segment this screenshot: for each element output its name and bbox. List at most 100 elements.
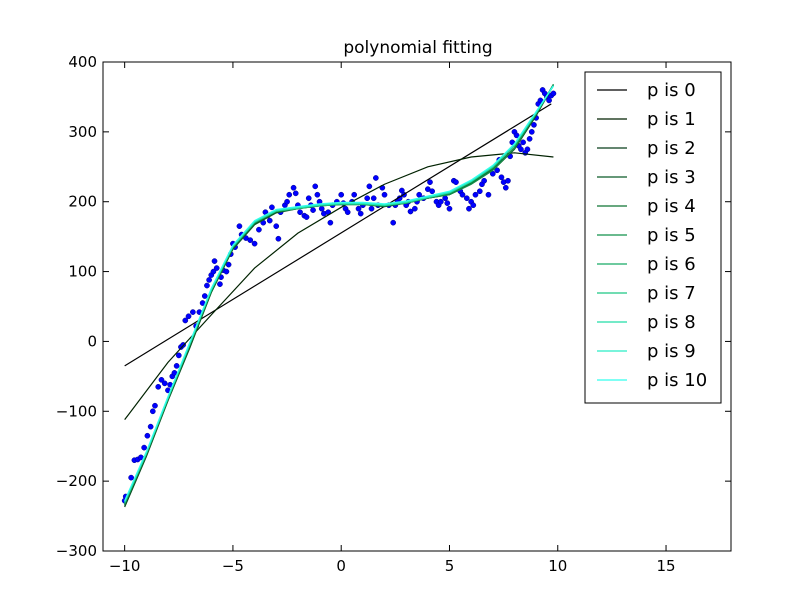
- scatter-point: [211, 258, 218, 264]
- scatter-point: [305, 195, 312, 202]
- scatter-point: [251, 240, 258, 247]
- scatter-point: [526, 135, 533, 142]
- x-tick-label: 10: [548, 557, 567, 575]
- scatter-point: [370, 195, 377, 202]
- scatter-points: [121, 87, 557, 504]
- scatter-point: [481, 177, 487, 184]
- scatter-point: [446, 205, 453, 212]
- scatter-point: [161, 380, 168, 387]
- scatter-point: [152, 402, 158, 409]
- scatter-point: [144, 432, 151, 439]
- legend-label: p is 7: [647, 283, 696, 304]
- scatter-point: [476, 188, 483, 195]
- scatter-point: [141, 444, 147, 451]
- scatter-point: [286, 191, 293, 198]
- scatter-point: [128, 474, 135, 481]
- scatter-point: [204, 282, 210, 289]
- scatter-point: [269, 204, 275, 211]
- legend-label: p is 6: [647, 254, 696, 275]
- fit-line-p10: [124, 85, 554, 501]
- legend-label: p is 0: [647, 80, 696, 101]
- scatter-point: [338, 191, 345, 198]
- legend-label: p is 8: [647, 312, 696, 333]
- legend: p is 0 p is 1 p is 2 p is 3 p is 4 p is 5 p is…: [584, 71, 722, 404]
- scatter-point: [310, 207, 316, 213]
- scatter-point: [185, 313, 192, 320]
- scatter-point: [314, 191, 321, 198]
- plot-area: [121, 84, 557, 508]
- scatter-point: [518, 146, 524, 153]
- scatter-point: [213, 265, 220, 271]
- scatter-point: [225, 261, 232, 268]
- scatter-point: [489, 170, 496, 177]
- scatter-point: [206, 277, 212, 283]
- scatter-point: [158, 377, 165, 383]
- scatter-point: [266, 217, 273, 224]
- scatter-point: [256, 226, 262, 233]
- y-tick-label: 300: [68, 123, 97, 141]
- scatter-point: [485, 191, 492, 198]
- scatter-point: [502, 184, 509, 191]
- legend-label: p is 1: [647, 109, 696, 130]
- scatter-point: [236, 223, 243, 230]
- scatter-point: [366, 183, 373, 190]
- scatter-point: [147, 423, 154, 430]
- fit-line-p3: [124, 84, 554, 506]
- scatter-point: [427, 179, 433, 186]
- legend-label: p is 10: [647, 370, 707, 391]
- legend-label: p is 3: [647, 167, 696, 188]
- scatter-point: [173, 363, 180, 369]
- scatter-point: [149, 408, 156, 415]
- legend-label: p is 9: [647, 341, 696, 362]
- scatter-point: [190, 309, 196, 315]
- scatter-point: [327, 219, 334, 226]
- scatter-point: [470, 202, 477, 209]
- scatter-point: [201, 293, 208, 299]
- scatter-point: [550, 90, 557, 97]
- chart-title: polynomial fitting: [343, 38, 492, 58]
- scatter-point: [297, 209, 303, 216]
- y-tick-label: −100: [56, 402, 97, 420]
- scatter-point: [505, 177, 511, 184]
- scatter-point: [442, 195, 449, 202]
- scatter-point: [217, 281, 223, 287]
- y-tick-label: 100: [68, 263, 97, 281]
- scatter-point: [546, 97, 552, 104]
- x-tick-label: 0: [336, 557, 346, 575]
- x-tick-label: 15: [656, 557, 675, 575]
- fit-lines: [124, 84, 554, 508]
- scatter-point: [390, 219, 397, 226]
- scatter-point: [528, 129, 535, 135]
- scatter-point: [273, 223, 280, 230]
- y-tick-label: −300: [56, 542, 97, 560]
- scatter-point: [531, 122, 537, 128]
- fit-line-p0: [124, 103, 552, 367]
- scatter-point: [275, 235, 282, 242]
- scatter-point: [411, 205, 418, 212]
- scatter-point: [364, 195, 371, 202]
- scatter-point: [355, 205, 362, 212]
- y-tick-label: 200: [68, 193, 97, 211]
- scatter-point: [513, 132, 520, 139]
- y-tick-label: 400: [68, 53, 97, 71]
- scatter-point: [223, 268, 230, 275]
- fit-line-p5: [124, 84, 554, 505]
- scatter-point: [444, 200, 451, 206]
- scatter-point: [155, 383, 162, 390]
- scatter-point: [466, 205, 472, 212]
- legend-box: [584, 71, 722, 404]
- scatter-point: [373, 175, 379, 181]
- fit-line-p2: [124, 84, 554, 508]
- scatter-point: [292, 190, 299, 197]
- scatter-point: [498, 174, 505, 181]
- scatter-point: [429, 188, 436, 195]
- x-tick-label: −5: [222, 557, 244, 575]
- scatter-point: [381, 191, 388, 198]
- scatter-point: [210, 268, 217, 275]
- scatter-point: [247, 237, 254, 243]
- fit-line-p6: [124, 85, 554, 504]
- scatter-point: [357, 210, 364, 217]
- plot-frame: [102, 61, 732, 552]
- fit-line-p8: [124, 85, 554, 503]
